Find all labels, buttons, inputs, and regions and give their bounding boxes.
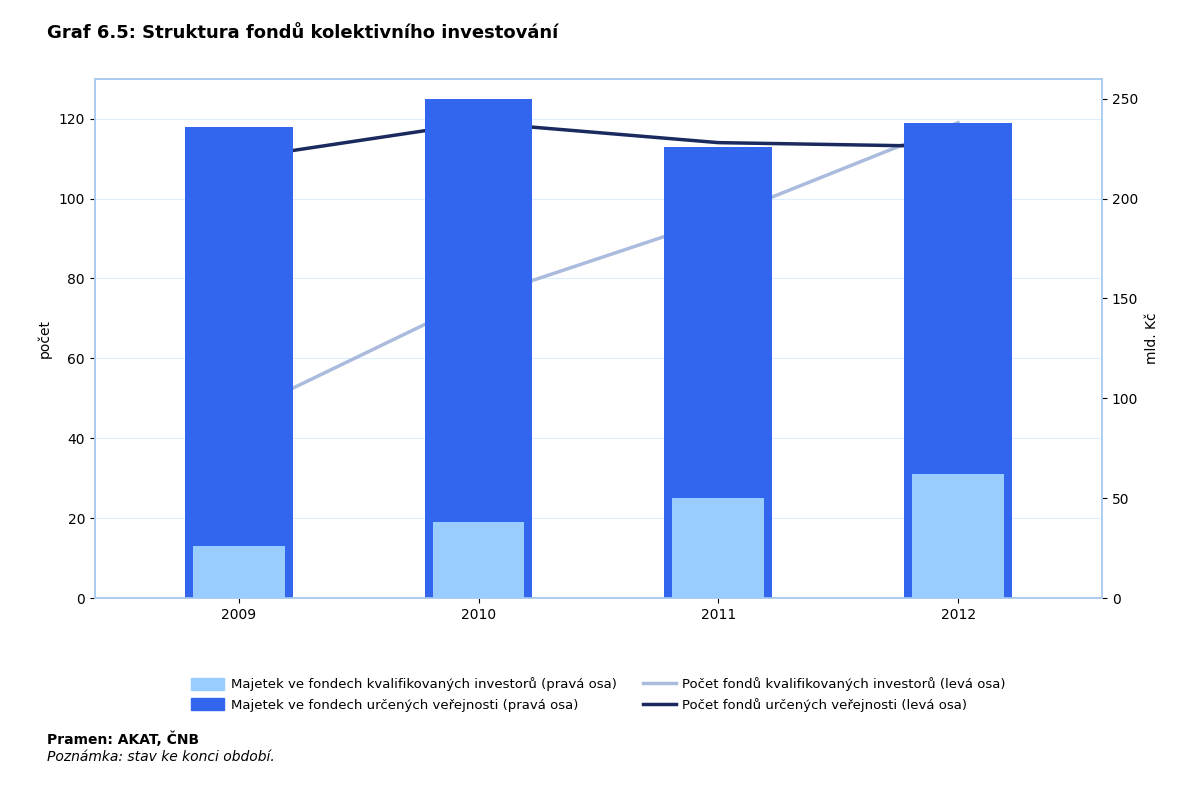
Bar — [912, 475, 1004, 598]
Bar — [672, 498, 764, 598]
Bar — [904, 123, 1012, 598]
Bar — [185, 127, 293, 598]
Y-axis label: mld. Kč: mld. Kč — [1145, 312, 1159, 364]
Bar — [665, 146, 773, 598]
Legend: Majetek ve fondech kvalifikovaných investorů (pravá osa), Majetek ve fondech urč: Majetek ve fondech kvalifikovaných inves… — [186, 672, 1011, 717]
Bar — [433, 523, 525, 598]
Y-axis label: počet: počet — [37, 319, 52, 358]
Text: Poznámka: stav ke konci období.: Poznámka: stav ke konci období. — [47, 750, 275, 764]
Text: Pramen: AKAT, ČNB: Pramen: AKAT, ČNB — [47, 732, 199, 748]
Text: Graf 6.5: Struktura fondů kolektivního investování: Graf 6.5: Struktura fondů kolektivního i… — [47, 24, 558, 42]
Bar — [193, 546, 284, 598]
Bar — [424, 98, 532, 598]
